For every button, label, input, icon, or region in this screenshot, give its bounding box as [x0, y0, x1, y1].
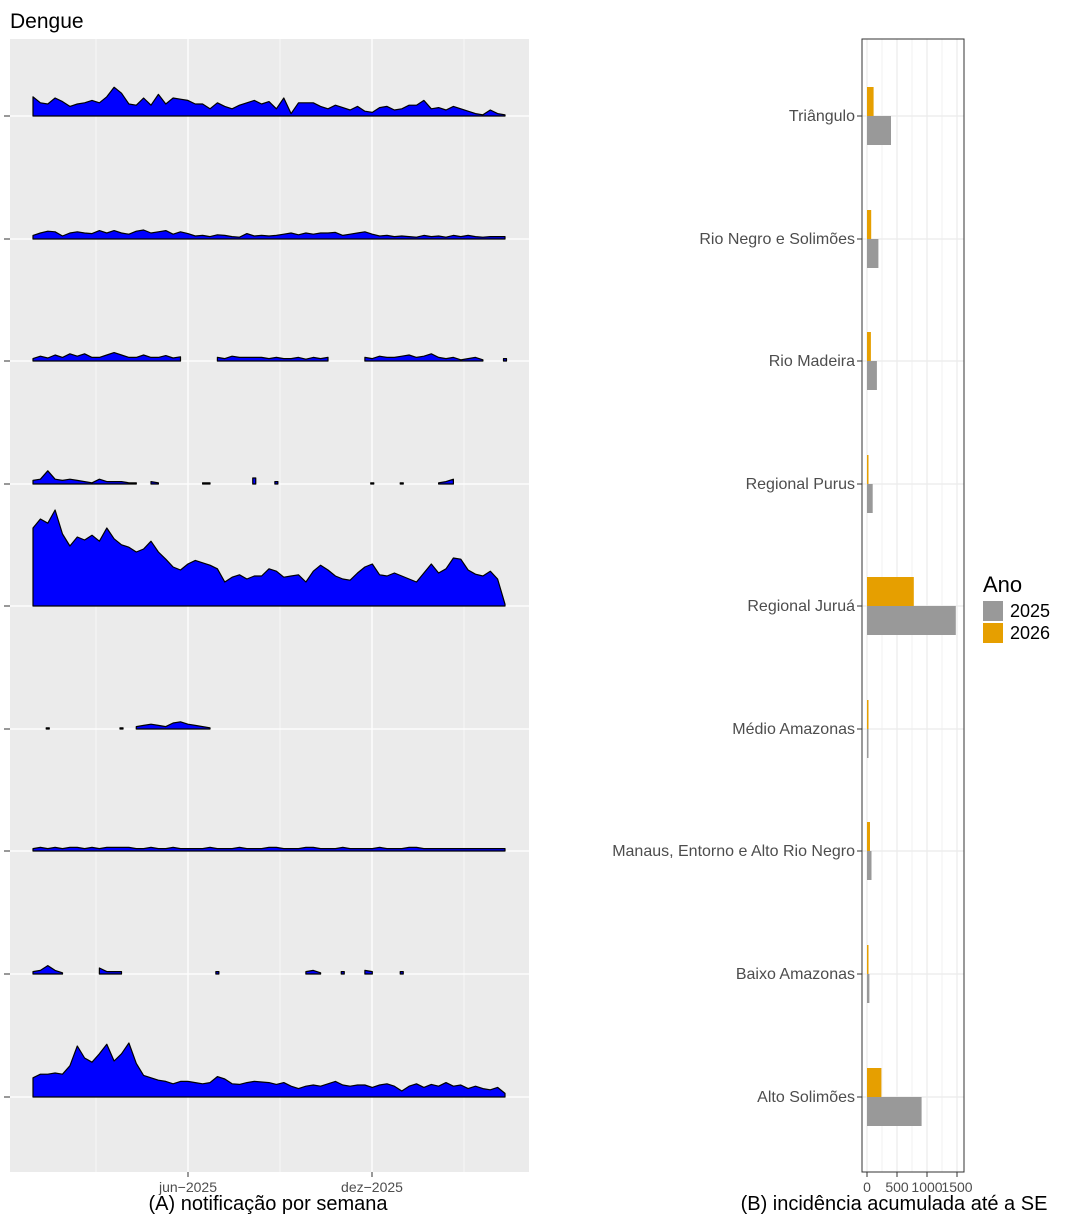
category-label-8: Alto Solimões [757, 1089, 855, 1106]
ridge-area-3-6 [399, 482, 404, 485]
ridge-area-3-1 [150, 481, 159, 485]
bar-2026-4 [867, 577, 914, 606]
panel-b-bars [867, 87, 956, 1126]
ridge-area-8-0 [32, 1042, 506, 1098]
ridge-area-2-0 [32, 352, 182, 362]
category-label-2: Rio Madeira [769, 353, 855, 370]
ridge-area-7-3 [305, 969, 322, 975]
bar-2026-7 [867, 945, 869, 974]
bar-2025-1 [867, 239, 879, 268]
chart-title: Dengue [10, 10, 84, 33]
b-x-tick-label-2: 1000 [911, 1179, 942, 1195]
bar-2026-5 [867, 700, 869, 729]
ridge-area-7-0 [32, 965, 64, 975]
b-x-tick-label-0: 0 [863, 1179, 871, 1195]
ridge-area-3-0 [32, 470, 137, 485]
bar-2025-5 [867, 729, 869, 758]
category-label-4: Regional Juruá [747, 598, 855, 615]
legend-label-2025: 2025 [1010, 601, 1050, 621]
bar-2026-0 [867, 87, 874, 116]
bar-2025-6 [867, 851, 872, 880]
ridge-area-2-1 [216, 355, 329, 362]
ridge-area-6-0 [32, 846, 506, 852]
category-label-6: Manaus, Entorno e Alto Rio Negro [612, 843, 855, 860]
category-label-7: Baixo Amazonas [736, 966, 855, 983]
legend-swatch-2025 [983, 601, 1003, 621]
category-label-1: Rio Negro e Solimões [699, 231, 855, 248]
legend-title: Ano [983, 572, 1022, 597]
bar-2026-2 [867, 332, 871, 361]
ridge-area-7-5 [364, 969, 373, 975]
ridge-area-7-1 [98, 967, 123, 975]
category-label-5: Médio Amazonas [732, 721, 855, 738]
bar-2026-3 [867, 455, 869, 484]
panel-b-caption: (B) incidência acumulada até a SE [741, 1193, 1048, 1215]
ridge-area-3-4 [274, 481, 279, 485]
ridge-area-5-0 [45, 727, 50, 730]
panel-a-areas [32, 86, 508, 1098]
ridge-area-3-7 [438, 478, 454, 485]
bar-2026-6 [867, 822, 870, 851]
bar-2026-1 [867, 210, 872, 239]
x-tick-label-1: dez−2025 [341, 1179, 403, 1195]
legend-label-2026: 2026 [1010, 623, 1050, 643]
panel-a-axis: jun−2025 dez−2025 [4, 115, 403, 1195]
bar-2026-8 [867, 1068, 882, 1097]
bar-2025-2 [867, 361, 877, 390]
bar-2025-4 [867, 606, 956, 635]
ridge-area-7-6 [399, 971, 404, 975]
bar-2025-7 [867, 974, 870, 1003]
category-label-3: Regional Purus [746, 476, 855, 493]
legend-swatch-2026 [983, 623, 1003, 643]
ridge-area-5-2 [135, 721, 211, 730]
category-label-0: Triângulo [789, 108, 855, 125]
ridge-area-7-2 [215, 971, 220, 975]
ridge-area-2-3 [502, 358, 508, 362]
ridge-area-2-2 [364, 353, 484, 362]
ridge-area-1-0 [32, 229, 506, 240]
b-x-tick-label-3: 1500 [941, 1179, 972, 1195]
panel-a-caption: (A) notificação por semana [148, 1193, 388, 1215]
bar-2025-3 [867, 484, 873, 513]
ridge-area-3-2 [202, 482, 211, 485]
ridge-area-3-3 [252, 477, 257, 485]
ridge-area-0-0 [32, 86, 506, 117]
b-x-tick-label-1: 500 [885, 1179, 909, 1195]
ridge-area-4-0 [32, 509, 506, 607]
x-tick-label-0: jun−2025 [158, 1179, 217, 1195]
ridge-area-5-1 [119, 727, 124, 730]
ridge-area-7-4 [340, 971, 345, 975]
ridge-area-3-5 [370, 482, 375, 485]
bar-2025-8 [867, 1097, 922, 1126]
bar-2025-0 [867, 116, 891, 145]
